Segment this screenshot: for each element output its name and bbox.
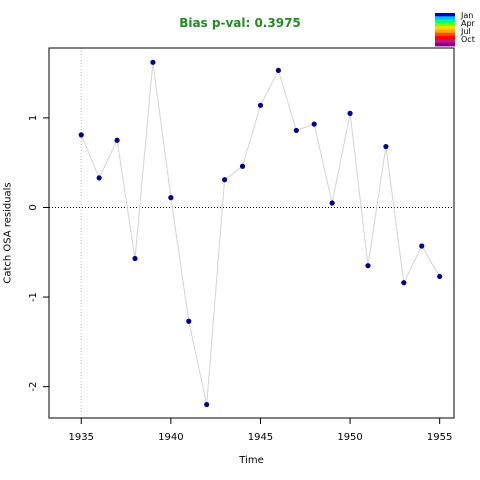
data-point-1942 — [204, 401, 210, 408]
data-point-1951 — [365, 263, 371, 269]
data-point-1953 — [401, 280, 407, 286]
legend-swatch-6 — [435, 32, 455, 37]
x-tick-label-1945: 1945 — [248, 432, 273, 443]
data-point-1941 — [186, 318, 192, 324]
x-tick-label-1940: 1940 — [158, 432, 183, 443]
x-tick-label-1950: 1950 — [337, 432, 362, 443]
y-tick-label--2: -2 — [28, 382, 39, 392]
legend-swatch-4 — [435, 26, 455, 30]
data-point-1948 — [311, 121, 317, 127]
legend-swatch-3 — [435, 22, 455, 27]
y-tick-label--1: -1 — [28, 292, 39, 302]
axes: 1935 1940 1945 1950 1955 -2 -1 0 1 — [28, 47, 455, 443]
legend-swatch-9 — [435, 42, 455, 47]
legend-label-apr: Apr — [461, 19, 475, 28]
data-point-1939 — [150, 59, 156, 65]
chart-title: Bias p-val: 0.3975 — [179, 16, 301, 30]
data-point-1952 — [383, 143, 389, 150]
legend-swatch-1 — [435, 16, 455, 20]
legend-swatch-2 — [435, 19, 455, 24]
legend-label-jan: Jan — [461, 11, 474, 20]
legend-label-jul: Jul — [461, 27, 471, 36]
legend-label-oct: Oct — [461, 35, 475, 44]
data-point-1944 — [239, 163, 246, 169]
data-point-1935 — [78, 132, 84, 138]
data-point-1937 — [114, 137, 120, 143]
data-point-1940 — [168, 195, 174, 201]
plot-frame — [48, 47, 455, 419]
data-point-1949 — [329, 200, 335, 206]
x-tick-label-1935: 1935 — [69, 432, 94, 443]
y-tick-label-0: 0 — [28, 204, 39, 210]
legend-swatch-8 — [435, 39, 455, 44]
y-axis-label: Catch OSA residuals — [2, 182, 14, 284]
month-color-legend — [435, 13, 455, 47]
series-polyline — [80, 62, 441, 405]
residual-series-points — [78, 59, 443, 408]
x-tick-label-1955: 1955 — [427, 432, 452, 443]
data-point-1954 — [419, 243, 425, 249]
data-point-1950 — [347, 110, 353, 116]
y-tick-label-1: 1 — [28, 115, 39, 121]
residual-series-line — [80, 62, 441, 405]
data-point-1947 — [293, 127, 299, 134]
data-point-1955 — [437, 273, 443, 280]
reference-lines — [49, 48, 454, 418]
data-point-1943 — [222, 177, 228, 183]
data-point-1946 — [275, 67, 281, 73]
x-axis-label: Time — [239, 455, 264, 466]
legend-swatch-7 — [435, 36, 455, 40]
data-point-1936 — [96, 175, 102, 181]
legend-swatch-0 — [435, 13, 455, 17]
data-point-1945 — [257, 102, 264, 108]
data-point-1938 — [132, 255, 138, 262]
legend-swatch-5 — [435, 29, 455, 34]
